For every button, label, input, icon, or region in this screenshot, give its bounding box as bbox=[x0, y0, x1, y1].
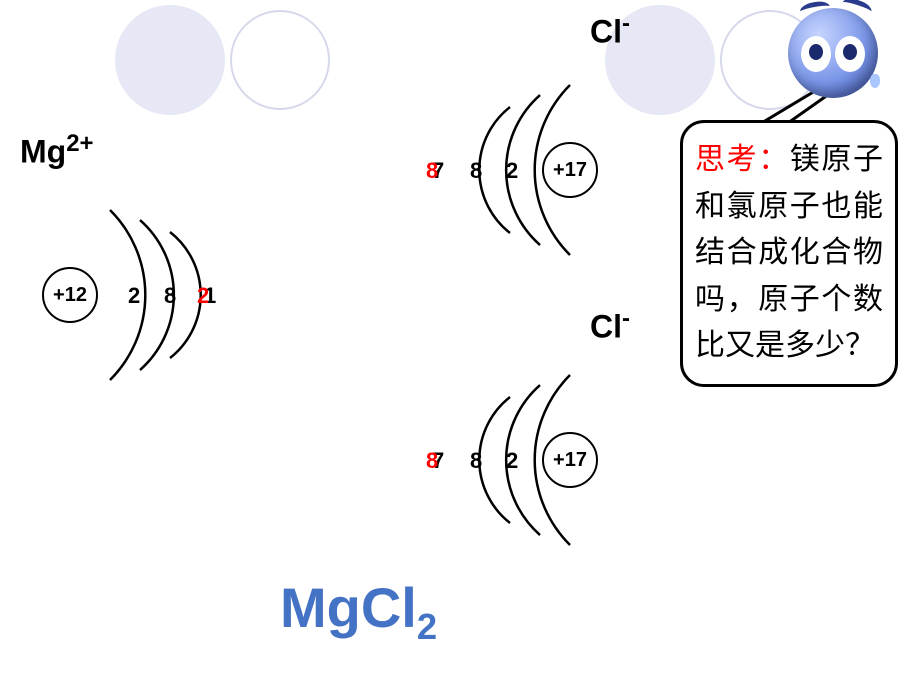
mg-label: Mg2+ bbox=[20, 130, 94, 171]
cl-bottom-nucleus-charge: +17 bbox=[553, 449, 587, 472]
cl-top-nucleus: +17 bbox=[542, 142, 598, 198]
formula-sub: 2 bbox=[417, 606, 437, 647]
cl-top-charge: - bbox=[622, 10, 630, 37]
mg-nucleus: +12 bbox=[42, 267, 98, 323]
thinking-face-icon bbox=[788, 8, 878, 98]
mg-charge: 2+ bbox=[66, 130, 93, 157]
speech-bubble: 思考：镁原子和氯原子也能结合成化合物吗，原子个数比又是多少？ bbox=[680, 120, 898, 387]
cl-bottom-shell-3b: 8 bbox=[426, 448, 438, 474]
cl-top-nucleus-charge: +17 bbox=[553, 159, 587, 182]
cl-bottom-symbol: Cl bbox=[590, 309, 622, 345]
speech-prefix: 思考： bbox=[695, 143, 790, 176]
cl-bottom-label: Cl- bbox=[590, 305, 630, 346]
mg-symbol: Mg bbox=[20, 134, 66, 170]
mg-nucleus-charge: +12 bbox=[53, 284, 87, 307]
cl-bottom-shell-2: 8 bbox=[470, 448, 482, 474]
cl-top-label: Cl- bbox=[590, 10, 630, 51]
formula-cl: Cl bbox=[361, 576, 417, 639]
deco-circle-hollow-left bbox=[230, 10, 330, 110]
formula-mg: Mg bbox=[280, 576, 361, 639]
formula-mgcl2: MgCl2 bbox=[280, 575, 437, 648]
mg-shell-2: 8 bbox=[164, 283, 176, 309]
cl-top-symbol: Cl bbox=[590, 14, 622, 50]
cl-top-shell-2: 8 bbox=[470, 158, 482, 184]
cl-top-shell-3b: 8 bbox=[426, 158, 438, 184]
mg-shell-1: 2 bbox=[128, 283, 140, 309]
cl-bottom-shell-1: 2 bbox=[506, 448, 518, 474]
deco-circle-filled-left bbox=[115, 5, 225, 115]
cl-bottom-charge: - bbox=[622, 305, 630, 332]
cl-bottom-nucleus: +17 bbox=[542, 432, 598, 488]
cl-top-shell-1: 2 bbox=[506, 158, 518, 184]
mg-shell-3b: 2 bbox=[197, 283, 209, 309]
